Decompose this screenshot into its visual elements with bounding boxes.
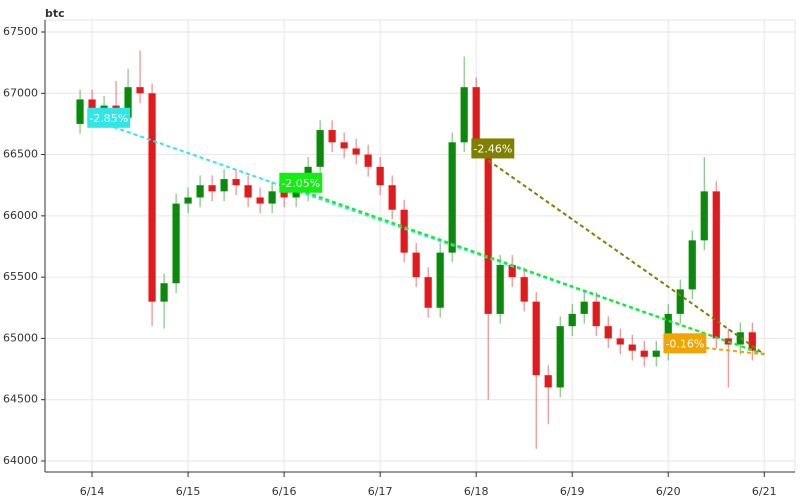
y-tick-label: 67500 bbox=[3, 25, 38, 38]
candle-body bbox=[424, 277, 432, 308]
x-tick-label: 6/21 bbox=[752, 485, 777, 498]
annotation-box bbox=[279, 172, 323, 193]
candle-body bbox=[568, 313, 576, 327]
x-tick-label: 6/17 bbox=[368, 485, 393, 498]
candle-body bbox=[448, 142, 456, 253]
candle-body bbox=[196, 185, 204, 198]
annotation-box bbox=[471, 138, 515, 159]
candle-body bbox=[640, 350, 648, 357]
x-tick-label: 6/20 bbox=[656, 485, 681, 498]
candle-body bbox=[580, 301, 588, 314]
candle-body bbox=[520, 277, 528, 302]
candle-body bbox=[592, 301, 600, 327]
trend-line bbox=[278, 181, 765, 356]
candle-body bbox=[148, 93, 156, 302]
annotation-label: -2.05% bbox=[281, 177, 320, 190]
candle-body bbox=[136, 87, 144, 94]
candle-body bbox=[88, 99, 96, 112]
x-tick-label: 6/19 bbox=[560, 485, 585, 498]
chart-title: btc bbox=[45, 7, 65, 20]
candle-body bbox=[124, 87, 132, 118]
candle-body bbox=[664, 313, 672, 351]
candle-body bbox=[508, 264, 516, 278]
candle-body bbox=[352, 148, 360, 155]
y-tick-label: 65500 bbox=[3, 270, 38, 283]
candle-body bbox=[484, 148, 492, 314]
candle-body bbox=[280, 191, 288, 198]
x-tick-label: 6/16 bbox=[272, 485, 297, 498]
y-tick-label: 66500 bbox=[3, 148, 38, 161]
candle-body bbox=[652, 350, 660, 357]
candle-body bbox=[172, 203, 180, 284]
x-tick-label: 6/18 bbox=[464, 485, 489, 498]
candle-body bbox=[388, 185, 396, 210]
candle-body bbox=[208, 185, 216, 192]
annotation-label: -0.16% bbox=[665, 337, 704, 350]
candle-body bbox=[676, 289, 684, 314]
y-tick-label: 65000 bbox=[3, 331, 38, 344]
candle-body bbox=[412, 252, 420, 278]
candle-body bbox=[496, 264, 504, 314]
candle-body bbox=[268, 191, 276, 204]
trend-line bbox=[470, 147, 765, 356]
candle-body bbox=[244, 185, 252, 198]
candle-body bbox=[712, 191, 720, 339]
candle-body bbox=[220, 179, 228, 192]
candle-body bbox=[76, 99, 84, 124]
candle-body bbox=[604, 326, 612, 339]
y-tick-label: 67000 bbox=[3, 86, 38, 99]
candle-body bbox=[256, 197, 264, 204]
x-tick-label: 6/14 bbox=[80, 485, 105, 498]
annotation-label: -2.85% bbox=[89, 112, 128, 125]
candle-body bbox=[292, 191, 300, 198]
candle-body bbox=[340, 142, 348, 149]
plot-frame bbox=[44, 19, 796, 473]
candle-body bbox=[472, 87, 480, 149]
candle-body bbox=[688, 240, 696, 290]
candle-body bbox=[184, 197, 192, 204]
candle-body bbox=[460, 87, 468, 143]
candle-body bbox=[700, 191, 708, 241]
candle-body bbox=[748, 332, 756, 351]
candle-body bbox=[364, 154, 372, 167]
candle-body bbox=[544, 375, 552, 388]
annotation-box bbox=[663, 333, 707, 354]
candle-body bbox=[556, 326, 564, 388]
candle-body bbox=[400, 209, 408, 253]
annotation-box bbox=[87, 107, 131, 128]
x-tick-label: 6/15 bbox=[176, 485, 201, 498]
y-tick-label: 64500 bbox=[3, 393, 38, 406]
candle-body bbox=[436, 252, 444, 308]
candle-body bbox=[328, 130, 336, 143]
annotation-label: -2.46% bbox=[473, 142, 512, 155]
candle-body bbox=[376, 166, 384, 186]
candle-body bbox=[616, 338, 624, 345]
candle-body bbox=[316, 130, 324, 167]
candle-body bbox=[532, 301, 540, 376]
y-tick-label: 64000 bbox=[3, 454, 38, 467]
y-tick-label: 66000 bbox=[3, 209, 38, 222]
candle-body bbox=[628, 344, 636, 351]
candle-body bbox=[232, 179, 240, 186]
candle-body bbox=[160, 283, 168, 302]
